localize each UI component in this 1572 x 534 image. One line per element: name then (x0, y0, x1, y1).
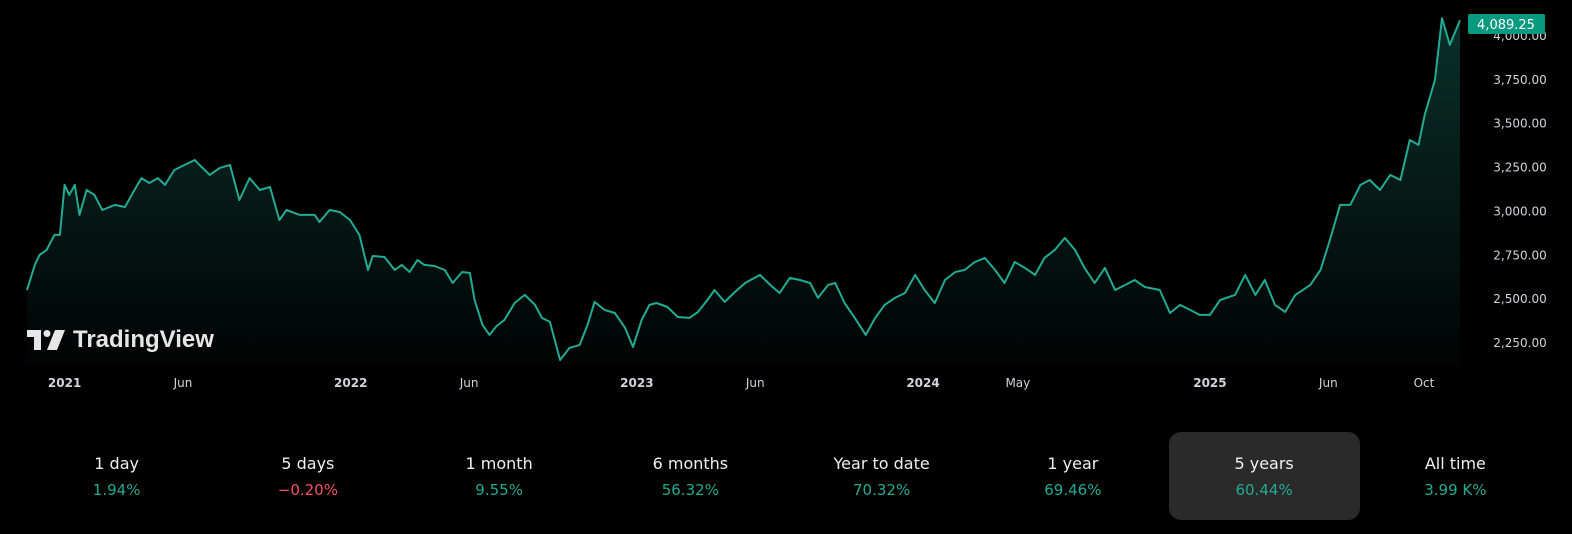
y-tick-label: 2,500.00 (1493, 292, 1546, 306)
period-change: 70.32% (853, 480, 911, 499)
period-button-1-year[interactable]: 1 year 69.46% (977, 432, 1168, 520)
x-tick-label: Jun (1318, 376, 1338, 390)
period-change: 9.55% (475, 480, 523, 499)
x-tick-label: 2021 (48, 376, 81, 390)
y-tick-label: 3,750.00 (1493, 73, 1546, 87)
period-button-5-days[interactable]: 5 days −0.20% (212, 432, 403, 520)
period-change: 56.32% (661, 480, 719, 499)
y-tick-label: 3,500.00 (1493, 117, 1546, 131)
period-label: 1 year (1047, 453, 1099, 473)
period-button-1-day[interactable]: 1 day 1.94% (21, 432, 212, 520)
price-line (26, 17, 1461, 361)
price-chart[interactable]: 2,250.00 2,500.00 2,750.00 3,000.00 3,250.00… (0, 0, 1572, 400)
x-tick-label: May (1005, 376, 1030, 390)
last-price-text: 4,089.25 (1477, 18, 1535, 33)
period-button-6-months[interactable]: 6 months 56.32% (595, 432, 786, 520)
y-tick-label: 2,750.00 (1493, 248, 1546, 262)
period-label: 6 months (652, 453, 729, 473)
y-tick-label: 3,000.00 (1493, 204, 1546, 218)
last-price-label: 4,089.25 (1468, 14, 1545, 34)
tradingview-logo[interactable]: TradingView (27, 326, 214, 354)
period-button-all-time[interactable]: All time 3.99 K% (1360, 432, 1551, 520)
period-label: All time (1424, 453, 1486, 473)
period-change: 60.44% (1235, 480, 1293, 499)
period-change: 69.46% (1044, 480, 1102, 499)
time-axis[interactable]: 2021 Jun 2022 Jun 2023 Jun 2024 May 2025 Jun Oct (48, 376, 1435, 390)
period-label: Year to date (833, 453, 930, 473)
period-selector: 1 day 1.94% 5 days −0.20% 1 month 9.55% 6 mont… (21, 432, 1551, 520)
x-tick-label: 2024 (906, 376, 939, 390)
price-area-fill (27, 18, 1460, 365)
period-button-5-years[interactable]: 5 years 60.44% (1168, 432, 1360, 520)
x-tick-label: 2022 (334, 376, 367, 390)
period-label: 1 month (465, 453, 533, 473)
y-tick-label: 2,250.00 (1493, 336, 1546, 350)
x-tick-label: Jun (459, 376, 479, 390)
period-button-year-to-date[interactable]: Year to date 70.32% (786, 432, 977, 520)
period-label: 5 days (281, 453, 335, 473)
period-change: 1.94% (92, 480, 141, 499)
y-tick-label: 3,250.00 (1493, 161, 1546, 175)
x-tick-label: Oct (1414, 376, 1435, 390)
price-axis[interactable]: 2,250.00 2,500.00 2,750.00 3,000.00 3,250.00… (1493, 29, 1546, 350)
tradingview-logo-icon (27, 330, 65, 350)
period-label: 5 years (1234, 453, 1294, 473)
x-tick-label: Jun (745, 376, 765, 390)
x-tick-label: 2025 (1193, 376, 1226, 390)
x-tick-label: 2023 (620, 376, 653, 390)
period-change: 3.99 K% (1424, 480, 1487, 499)
x-tick-label: Jun (173, 376, 193, 390)
period-button-1-month[interactable]: 1 month 9.55% (404, 432, 595, 520)
period-change: −0.20% (277, 480, 338, 499)
tradingview-logo-text: TradingView (73, 326, 214, 353)
period-label: 1 day (94, 453, 139, 473)
